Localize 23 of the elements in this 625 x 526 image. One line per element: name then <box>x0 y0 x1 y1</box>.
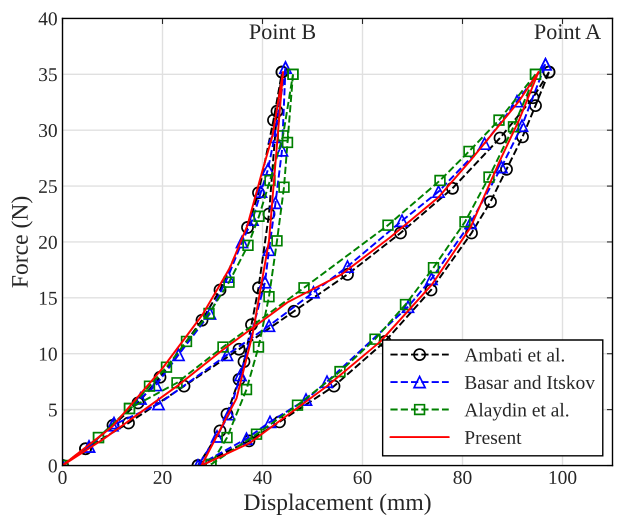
x-tick-label: 60 <box>354 470 372 484</box>
y-tick-label: 30 <box>39 124 57 138</box>
x-tick-label: 80 <box>454 470 472 484</box>
legend-label: Present <box>464 431 522 444</box>
x-tick-label: 100 <box>550 470 576 484</box>
y-tick-label: 0 <box>48 459 57 472</box>
y-tick-label: 10 <box>40 348 57 361</box>
x-tick-label: 20 <box>154 470 172 484</box>
y-tick-label: 15 <box>40 292 57 305</box>
annotation: Point A <box>534 24 601 40</box>
y-tick-label: 5 <box>49 404 57 417</box>
legend-label: Basar and Itskov <box>464 375 595 390</box>
x-tick-label: 0 <box>58 470 67 484</box>
y-tick-label: 40 <box>38 12 57 26</box>
x-tick-label: 40 <box>253 470 272 484</box>
y-tick-label: 20 <box>39 236 57 249</box>
y-tick-label: 35 <box>39 68 57 82</box>
x-axis-title: Displacement (mm) <box>244 494 431 515</box>
annotation: Point B <box>249 24 316 40</box>
y-tick-label: 25 <box>39 180 57 194</box>
legend-label: Alaydin et al. <box>464 402 568 421</box>
legend-label: Ambati et al. <box>464 348 564 362</box>
y-axis-title: Force (N) <box>11 196 33 288</box>
